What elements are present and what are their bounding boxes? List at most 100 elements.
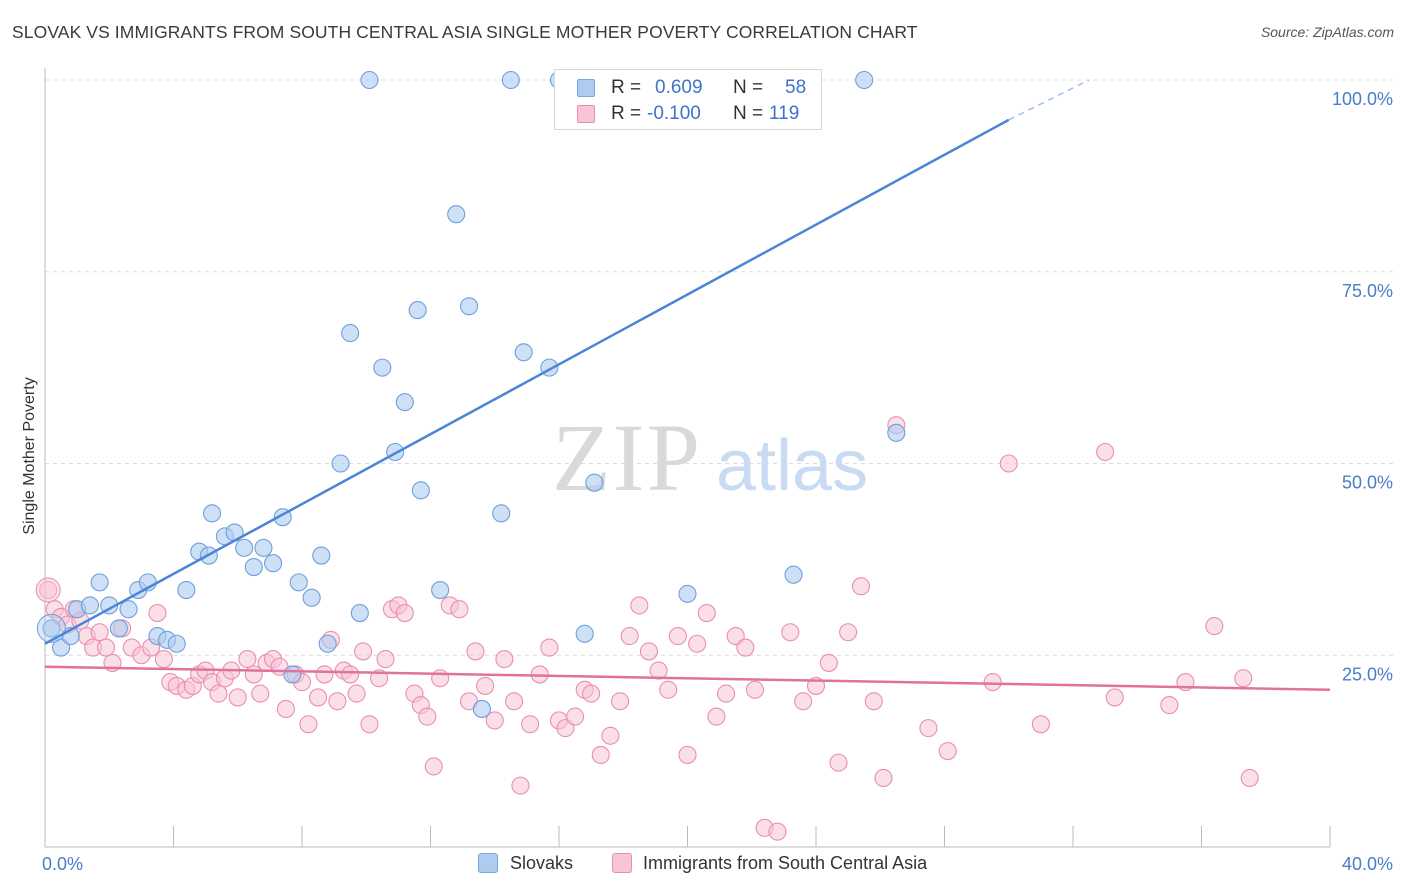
data-point-slovaks <box>42 619 61 638</box>
data-point-immigrants <box>874 768 893 788</box>
data-point-immigrants <box>511 776 530 795</box>
chart-title: SLOVAK VS IMMIGRANTS FROM SOUTH CENTRAL … <box>12 22 918 42</box>
data-point-slovaks <box>887 423 906 442</box>
data-point-immigrants <box>521 715 540 734</box>
data-point-immigrants <box>745 680 765 699</box>
data-point-immigrants <box>819 653 838 672</box>
data-point-slovaks <box>177 581 196 600</box>
data-point-immigrants <box>688 634 707 653</box>
data-point-slovaks <box>501 70 520 90</box>
data-point-immigrants <box>96 638 116 657</box>
watermark-zip: ZIP <box>552 404 702 511</box>
data-point-slovaks <box>264 554 283 573</box>
data-point-slovaks <box>312 546 331 565</box>
data-point-slovaks <box>109 619 128 638</box>
data-point-immigrants <box>566 707 585 726</box>
data-point-slovaks <box>784 565 803 584</box>
data-point-immigrants <box>154 650 173 669</box>
data-point-immigrants <box>1105 688 1124 707</box>
y-tick-label: 25.0% <box>1342 664 1393 684</box>
data-point-slovaks <box>360 70 379 90</box>
stats-r-label: R = <box>611 77 642 98</box>
data-point-immigrants <box>736 638 755 657</box>
data-point-slovaks <box>283 665 302 684</box>
legend-label-slovaks[interactable]: Slovaks <box>510 853 574 873</box>
x-tick-label: 0.0% <box>42 854 83 874</box>
data-point-slovaks <box>472 699 491 718</box>
y-tick-label: 50.0% <box>1342 473 1393 493</box>
data-point-immigrants <box>315 665 334 684</box>
y-axis-title: Single Mother Poverty <box>21 377 38 534</box>
data-point-slovaks <box>678 584 697 603</box>
data-point-immigrants <box>450 600 469 619</box>
data-point-slovaks <box>411 481 430 500</box>
data-point-immigrants <box>418 707 437 726</box>
x-tick-label: 40.0% <box>1342 854 1393 874</box>
data-point-immigrants <box>851 577 871 596</box>
data-point-slovaks <box>203 504 222 523</box>
trend-line-slovaks <box>44 118 1010 645</box>
data-point-slovaks <box>585 473 604 492</box>
data-point-immigrants <box>716 684 736 703</box>
data-point-immigrants <box>781 623 800 642</box>
data-point-immigrants <box>360 715 379 734</box>
chart-legend: Slovaks Immigrants from South Central As… <box>0 850 1406 880</box>
data-point-immigrants <box>668 627 687 646</box>
data-point-immigrants <box>90 623 109 642</box>
data-point-slovaks <box>575 624 594 643</box>
watermark: ZIP atlas <box>552 404 868 511</box>
source-credit: Source: ZipAtlas.com <box>1260 24 1394 40</box>
data-point-immigrants <box>639 642 659 661</box>
data-point-immigrants <box>601 726 620 745</box>
data-point-immigrants <box>466 642 485 661</box>
data-point-slovaks <box>395 393 414 412</box>
data-point-immigrants <box>309 688 328 707</box>
data-point-immigrants <box>347 684 366 703</box>
data-point-immigrants <box>395 604 414 623</box>
data-point-immigrants <box>376 650 395 669</box>
trend-line-immigrants <box>44 665 1331 692</box>
data-point-immigrants <box>794 692 813 711</box>
series-slovaks-points <box>36 70 906 718</box>
data-point-immigrants <box>353 642 373 661</box>
stats-row-immigrants: R = -0.100 N = 119 <box>555 101 821 127</box>
data-point-immigrants <box>919 719 938 738</box>
watermark-atlas: atlas <box>716 426 868 506</box>
data-point-immigrants <box>864 692 883 711</box>
data-point-immigrants <box>540 638 559 657</box>
axes <box>44 68 1331 848</box>
data-point-slovaks <box>408 301 427 320</box>
data-point-immigrants <box>1205 617 1224 636</box>
stats-n-label: N = <box>733 103 764 124</box>
data-point-immigrants <box>768 822 787 841</box>
data-point-immigrants <box>251 684 270 703</box>
stats-r-value: -0.100 <box>647 103 701 124</box>
data-point-immigrants <box>431 669 450 688</box>
data-point-slovaks <box>514 343 533 362</box>
legend-label-immigrants[interactable]: Immigrants from South Central Asia <box>643 853 928 873</box>
data-point-slovaks <box>459 297 479 316</box>
data-point-slovaks <box>331 454 350 473</box>
data-point-immigrants <box>424 757 443 776</box>
data-point-immigrants <box>1240 768 1259 788</box>
data-point-slovaks <box>235 538 254 557</box>
data-point-slovaks <box>341 324 360 343</box>
legend-swatch-slovaks <box>478 853 498 873</box>
data-point-slovaks <box>167 634 186 653</box>
data-point-immigrants <box>35 577 61 603</box>
stats-swatch-immigrants <box>577 105 595 123</box>
data-point-slovaks <box>90 573 109 592</box>
stats-r-label: R = <box>611 103 642 124</box>
data-point-immigrants <box>678 745 697 765</box>
trend-line-slovaks-extension <box>1008 79 1090 121</box>
data-point-immigrants <box>495 650 514 669</box>
data-point-immigrants <box>839 623 858 642</box>
data-point-immigrants <box>341 665 360 684</box>
y-tick-label: 75.0% <box>1342 281 1393 301</box>
data-point-slovaks <box>318 634 337 653</box>
data-point-slovaks <box>302 588 321 607</box>
series-immigrants-points <box>35 416 1259 841</box>
data-point-immigrants <box>620 627 639 646</box>
correlation-stats-box: R = 0.609 N = 58 R = -0.100 N = 119 <box>554 69 822 130</box>
data-point-immigrants <box>591 745 610 765</box>
